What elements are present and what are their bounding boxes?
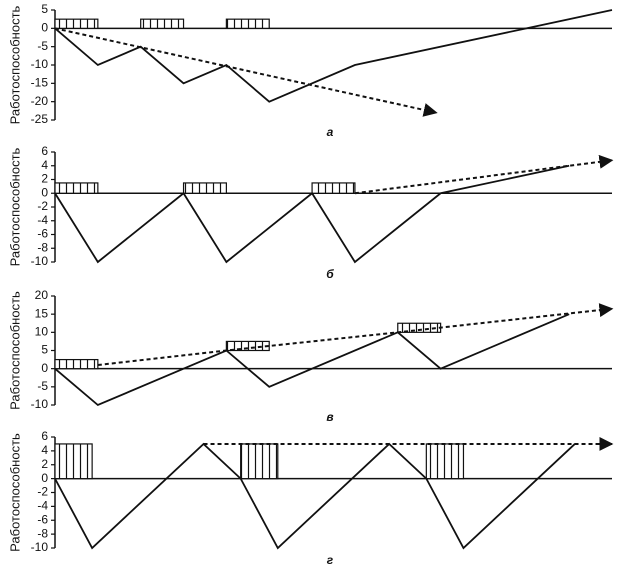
y-tick-label: 0 xyxy=(41,471,48,485)
y-axis-label: Работоспособность xyxy=(7,291,22,410)
y-tick-label: -6 xyxy=(37,512,48,526)
y-tick-label: 4 xyxy=(41,158,48,172)
work-block xyxy=(225,18,270,29)
work-curve xyxy=(54,164,570,264)
y-tick-label: -15 xyxy=(31,76,49,90)
y-tick-label: -25 xyxy=(31,112,49,126)
work-block xyxy=(54,18,99,29)
work-curve xyxy=(54,313,570,407)
y-tick-label: -2 xyxy=(37,199,48,213)
trend-line xyxy=(97,303,614,367)
y-tick-label: -10 xyxy=(31,540,49,554)
y-tick-label: -20 xyxy=(31,94,49,108)
work-block xyxy=(54,443,93,480)
y-tick-label: -4 xyxy=(37,213,48,227)
y-tick-label: 2 xyxy=(41,457,48,471)
panel-caption: в xyxy=(326,410,333,424)
y-tick-label: -10 xyxy=(31,397,49,411)
work-block xyxy=(54,358,99,370)
y-tick-label: 10 xyxy=(35,325,49,339)
y-tick-label: -8 xyxy=(37,240,48,254)
y-tick-label: 6 xyxy=(41,144,48,158)
y-tick-label: 5 xyxy=(41,343,48,357)
trend-line xyxy=(354,154,614,195)
y-tick-label: -5 xyxy=(37,39,48,53)
y-tick-label: 15 xyxy=(35,306,49,320)
y-tick-label: -4 xyxy=(37,499,48,513)
y-tick-label: 5 xyxy=(41,2,48,16)
y-tick-label: 20 xyxy=(35,288,49,302)
y-tick-label: 0 xyxy=(41,185,48,199)
y-tick-label: 4 xyxy=(41,443,48,457)
work-block xyxy=(140,18,185,29)
work-block xyxy=(54,182,99,194)
trend-line xyxy=(54,27,438,117)
work-block xyxy=(425,443,465,480)
work-block xyxy=(182,182,227,194)
work-block xyxy=(311,182,356,194)
y-tick-label: 0 xyxy=(41,21,48,35)
y-axis-label: Работоспособность xyxy=(7,147,22,266)
y-tick-label: -2 xyxy=(37,485,48,499)
work-block xyxy=(240,443,279,480)
work-block xyxy=(225,340,270,352)
panel-caption: г xyxy=(327,553,334,567)
work-curve xyxy=(54,9,613,103)
y-tick-label: -10 xyxy=(31,254,49,268)
work-curve xyxy=(54,442,576,550)
y-tick-label: -6 xyxy=(37,227,48,241)
panel-caption: б xyxy=(326,267,334,281)
y-axis-label: Работоспособность xyxy=(7,433,22,552)
y-tick-label: -8 xyxy=(37,526,48,540)
y-tick-label: -10 xyxy=(31,57,49,71)
panel-caption: а xyxy=(327,125,334,139)
y-axis-label: Работоспособность xyxy=(7,5,22,124)
y-tick-label: 0 xyxy=(41,361,48,375)
y-tick-label: 2 xyxy=(41,172,48,186)
y-tick-label: -5 xyxy=(37,379,48,393)
y-tick-label: 6 xyxy=(41,429,48,443)
